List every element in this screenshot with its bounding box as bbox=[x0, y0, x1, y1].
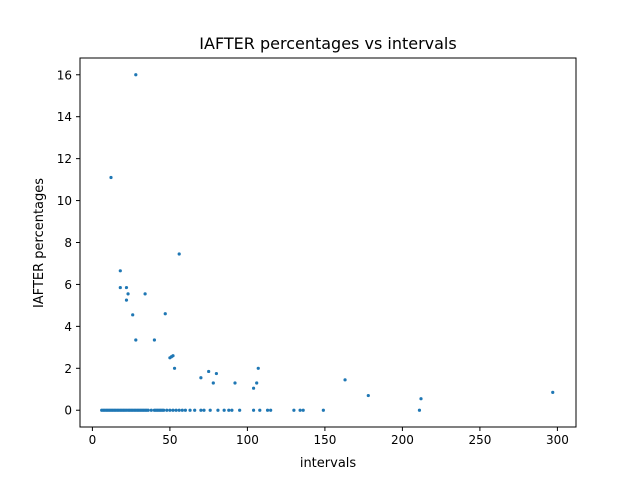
x-tick-label: 100 bbox=[236, 433, 259, 447]
plot-area-frame bbox=[79, 57, 577, 428]
data-point bbox=[252, 408, 256, 412]
data-point bbox=[256, 366, 260, 370]
y-tick-label: 4 bbox=[64, 320, 72, 334]
data-point bbox=[131, 313, 135, 317]
data-point bbox=[222, 408, 226, 412]
data-point bbox=[227, 408, 231, 412]
data-point bbox=[183, 408, 187, 412]
data-point bbox=[269, 408, 273, 412]
data-point bbox=[292, 408, 296, 412]
data-point bbox=[134, 73, 138, 77]
data-point bbox=[174, 408, 178, 412]
data-point bbox=[258, 408, 262, 412]
data-point bbox=[180, 408, 184, 412]
data-point bbox=[162, 408, 166, 412]
data-point bbox=[207, 369, 211, 374]
x-tick-label: 150 bbox=[313, 433, 336, 447]
data-point bbox=[118, 285, 122, 290]
y-axis-label: IAFTER percentages bbox=[32, 178, 47, 308]
data-point bbox=[172, 366, 177, 370]
data-point bbox=[171, 354, 175, 358]
y-tick-label: 2 bbox=[64, 362, 72, 376]
data-point bbox=[238, 408, 242, 412]
x-axis-label: intervals bbox=[300, 456, 357, 471]
data-point bbox=[118, 269, 122, 273]
data-point bbox=[551, 390, 555, 395]
x-axis-ticks: 0 50 100 150 200 250 300 bbox=[89, 427, 569, 447]
data-point bbox=[134, 338, 138, 342]
data-point bbox=[146, 408, 150, 412]
data-point bbox=[199, 408, 203, 412]
x-tick-label: 200 bbox=[391, 433, 414, 447]
x-tick-label: 50 bbox=[162, 433, 177, 447]
data-point bbox=[165, 408, 169, 412]
y-tick-label: 10 bbox=[57, 194, 72, 208]
data-point bbox=[109, 175, 113, 180]
data-point bbox=[163, 312, 167, 316]
data-point bbox=[366, 393, 370, 398]
x-tick-label: 0 bbox=[89, 433, 97, 447]
y-tick-label: 16 bbox=[57, 68, 72, 82]
data-point bbox=[124, 285, 129, 290]
data-point bbox=[199, 376, 203, 380]
y-tick-label: 8 bbox=[64, 236, 72, 250]
y-axis-ticks: 0 2 4 6 8 10 12 14 16 bbox=[57, 68, 80, 418]
y-tick-label: 14 bbox=[57, 110, 72, 124]
data-point bbox=[188, 408, 192, 412]
chart-title: IAFTER percentages vs intervals bbox=[199, 34, 456, 53]
data-point bbox=[177, 252, 181, 256]
data-point bbox=[343, 378, 347, 382]
x-tick-label: 250 bbox=[468, 433, 491, 447]
data-point bbox=[419, 397, 423, 401]
data-point bbox=[321, 408, 325, 412]
data-point bbox=[193, 408, 197, 412]
data-point bbox=[216, 408, 220, 412]
data-point bbox=[233, 381, 237, 385]
data-point bbox=[152, 338, 156, 342]
y-tick-label: 0 bbox=[64, 404, 72, 418]
data-point bbox=[208, 408, 212, 412]
data-points bbox=[100, 73, 555, 412]
data-point bbox=[214, 371, 218, 376]
data-point bbox=[211, 381, 215, 385]
data-point bbox=[265, 408, 270, 412]
data-point bbox=[298, 408, 302, 412]
data-point bbox=[202, 408, 206, 412]
data-point bbox=[168, 408, 172, 412]
data-point bbox=[230, 408, 234, 412]
data-point bbox=[149, 408, 153, 412]
data-point bbox=[171, 408, 175, 412]
data-point bbox=[177, 408, 181, 412]
data-point bbox=[126, 292, 130, 296]
data-point bbox=[417, 408, 422, 412]
x-tick-label: 300 bbox=[546, 433, 569, 447]
data-point bbox=[124, 298, 129, 302]
data-point bbox=[143, 292, 147, 296]
data-point bbox=[252, 386, 256, 390]
y-tick-label: 6 bbox=[64, 278, 72, 292]
y-tick-label: 12 bbox=[57, 152, 72, 166]
data-point bbox=[255, 381, 259, 385]
data-point bbox=[301, 408, 305, 412]
